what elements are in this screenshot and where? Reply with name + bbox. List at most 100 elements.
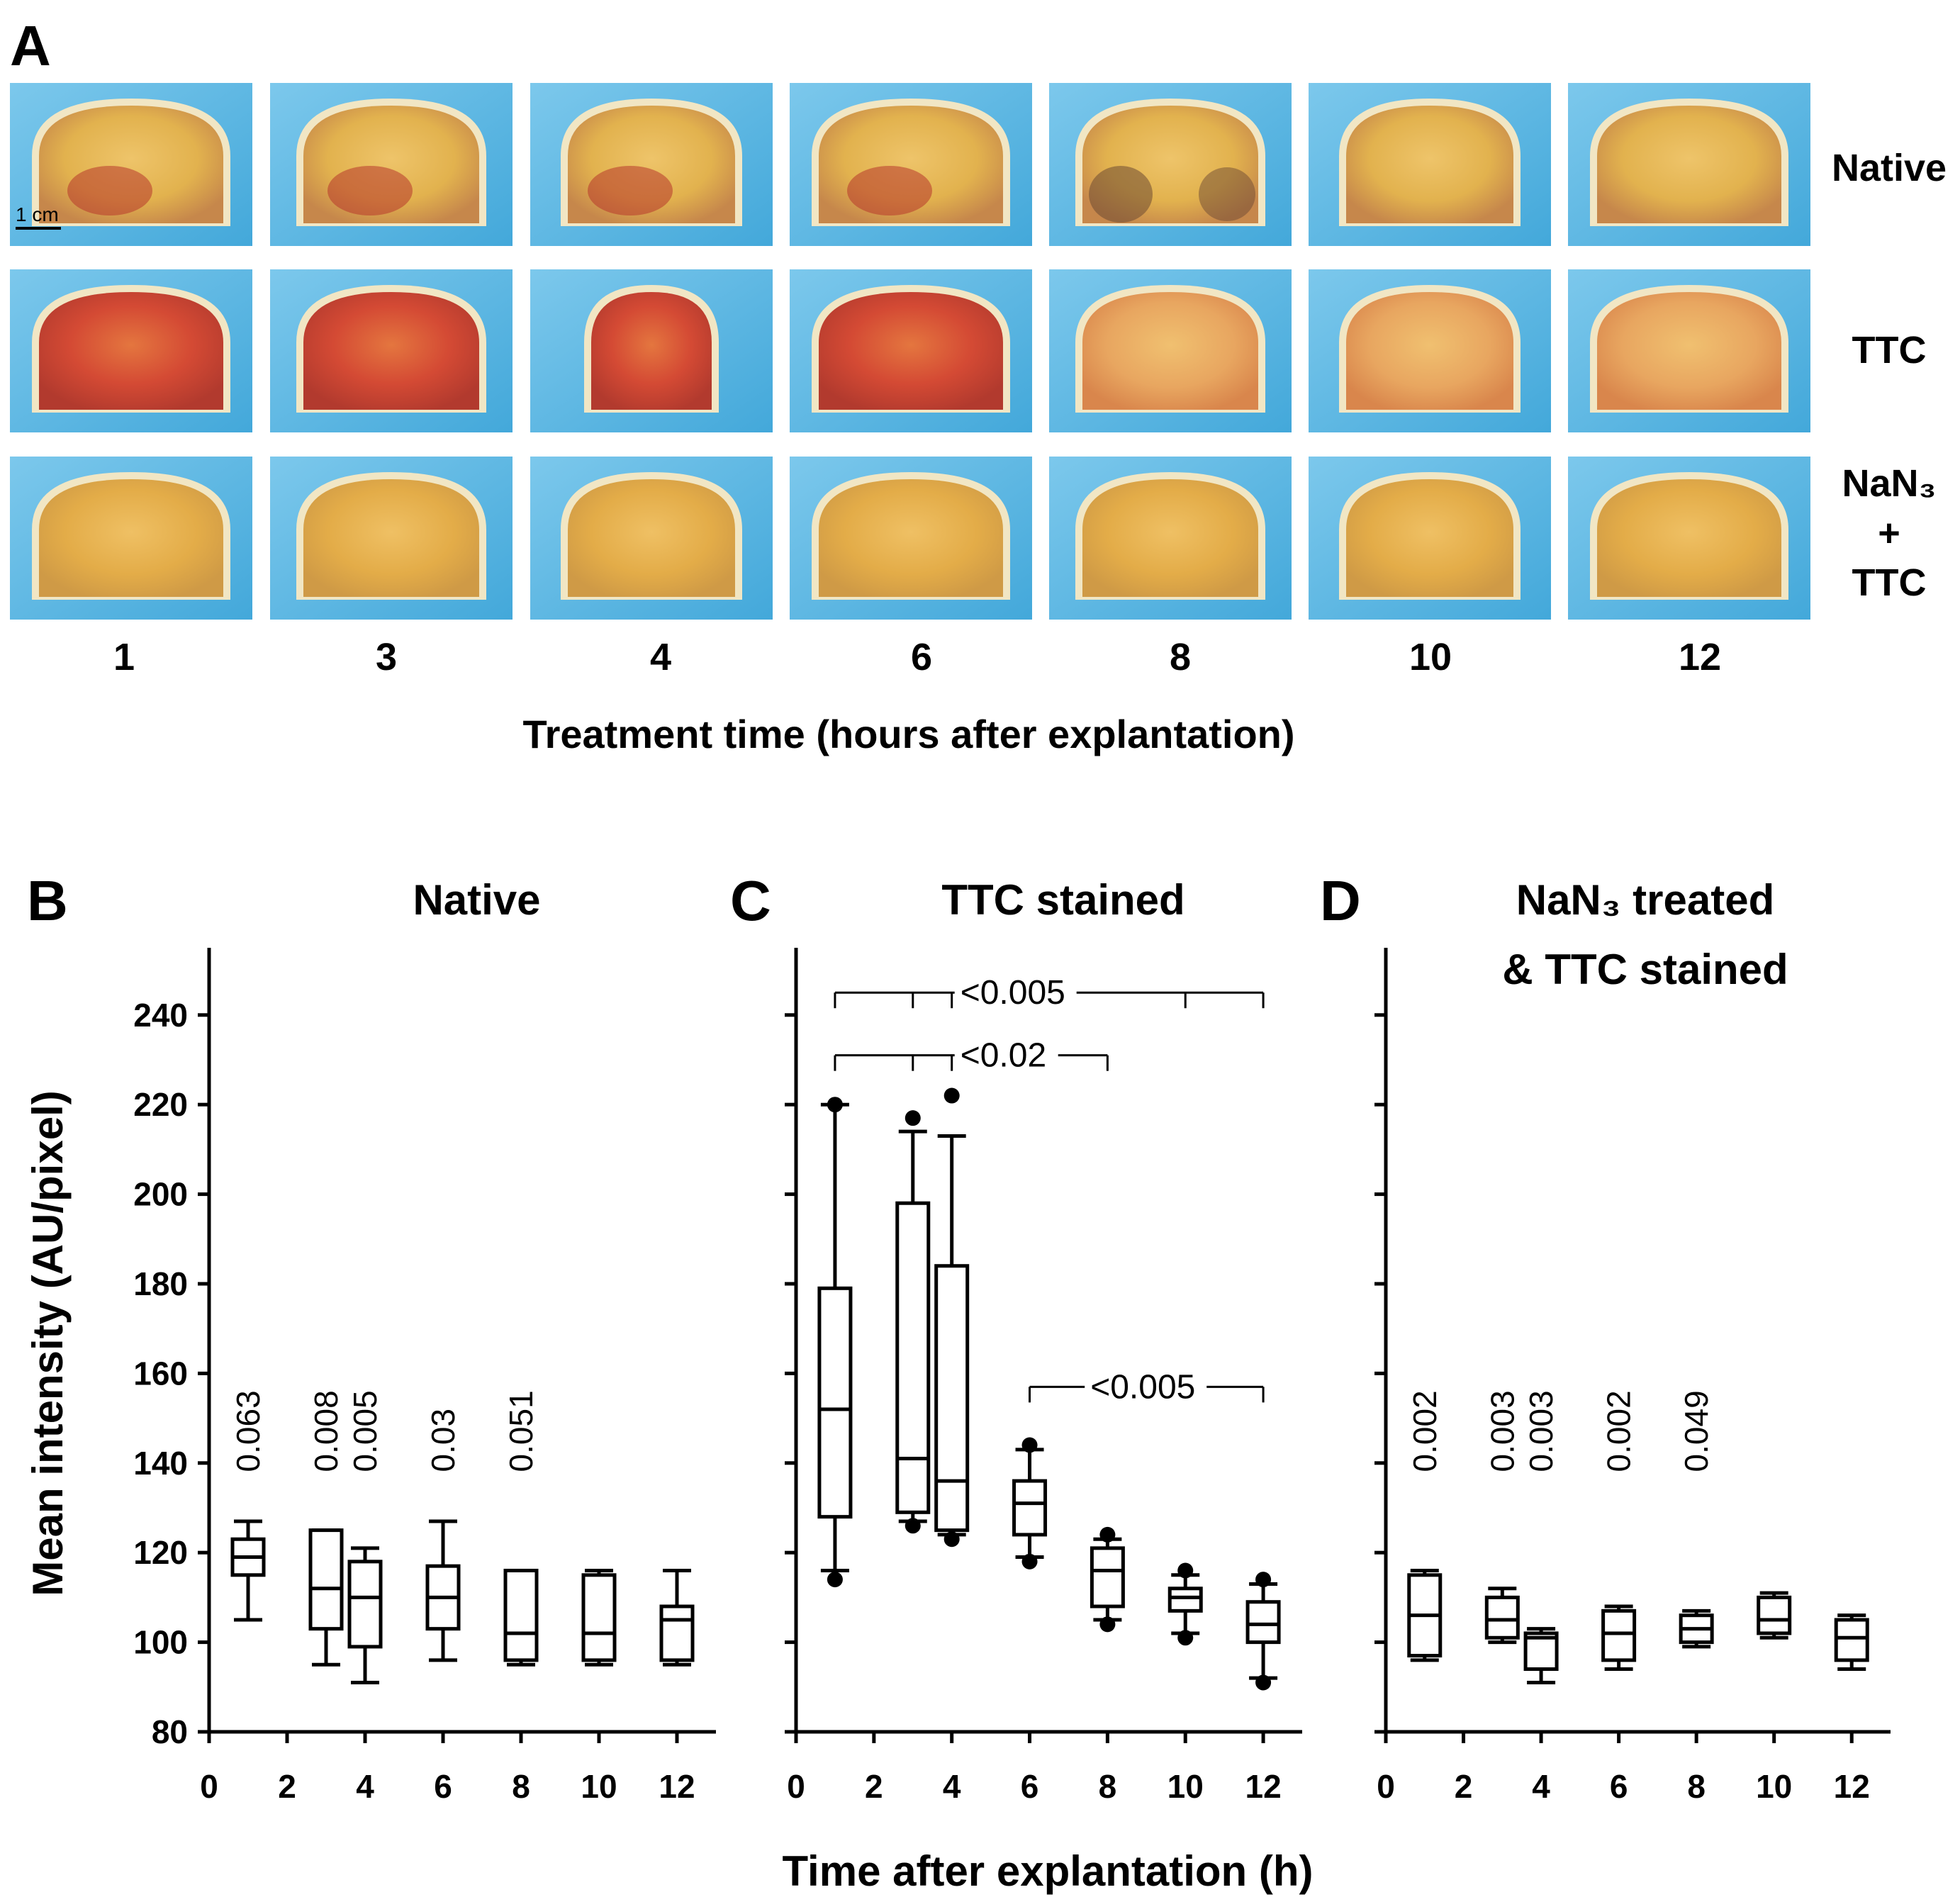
box-t8 — [1090, 1526, 1125, 1633]
photo-nan3-4 — [1049, 457, 1292, 620]
x-tick-label: 2 — [865, 1768, 883, 1805]
x-tick-label: 12 — [659, 1768, 695, 1805]
box-iqr — [347, 1560, 383, 1649]
x-tick-label: 2 — [278, 1768, 296, 1805]
box-iqr — [1484, 1595, 1520, 1640]
outlier-point — [827, 1097, 843, 1113]
box-t10 — [1167, 1562, 1203, 1646]
outlier-point — [1177, 1630, 1194, 1646]
box-iqr — [1090, 1546, 1125, 1608]
outlier-point — [1021, 1437, 1038, 1453]
box-iqr — [934, 1264, 970, 1533]
p-value-label: 0.03 — [425, 1409, 461, 1472]
box-t3 — [308, 1528, 344, 1667]
significance-bracket: <0.02 — [834, 1037, 1109, 1075]
box-t8 — [1679, 1608, 1714, 1649]
x-tick-label: 10 — [1756, 1768, 1792, 1805]
chart-d: D NaN₃ treated & TTC stained 0 2 4 6 8 10 12 0.002… — [1320, 869, 1891, 1805]
box-t4 — [934, 1087, 970, 1548]
box-t4 — [347, 1546, 383, 1684]
bracket-label: <0.005 — [1090, 1368, 1195, 1406]
outlier-point — [905, 1110, 921, 1126]
time-label-1: 1 — [113, 636, 135, 678]
time-label-8: 8 — [1170, 636, 1191, 678]
photo-grid — [10, 83, 1810, 620]
photo-nan3-5 — [1309, 457, 1551, 620]
x-tick-label: 12 — [1245, 1768, 1281, 1805]
panel-letter-a: A — [10, 14, 51, 77]
p-value-label: 0.002 — [1601, 1390, 1637, 1472]
outlier-point — [905, 1518, 921, 1534]
y-tick-label: 240 — [133, 997, 188, 1034]
box-t6 — [425, 1519, 461, 1662]
x-axis-label: Time after explantation (h) — [782, 1847, 1313, 1895]
photo-ttc-0 — [10, 269, 252, 432]
box-iqr — [308, 1528, 344, 1631]
outlier-point — [943, 1087, 960, 1104]
box-t3 — [895, 1110, 931, 1534]
photo-ttc-4 — [1049, 269, 1292, 432]
time-label-4: 4 — [650, 636, 671, 678]
x-tick-label: 10 — [1167, 1768, 1204, 1805]
photo-nan3-6 — [1568, 457, 1810, 620]
panel-letter-d: D — [1320, 869, 1361, 932]
y-axis-label: Mean intensity (AU/pixel) — [24, 1090, 72, 1596]
scale-bar: 1 cm — [16, 203, 61, 230]
p-value-label: 0.051 — [503, 1390, 539, 1472]
bracket-label: <0.02 — [961, 1037, 1046, 1075]
y-tick-label: 80 — [152, 1713, 188, 1750]
box-t10 — [581, 1568, 617, 1667]
significance-bracket: <0.005 — [1029, 1368, 1265, 1406]
row-label-nan3: NaN₃ — [1842, 462, 1937, 505]
chart-c: C TTC stained 0 2 4 6 8 10 12 <0.005 <0.02 <0.005 — [730, 869, 1302, 1805]
p-value-label: 0.003 — [1484, 1390, 1521, 1472]
time-label-12: 12 — [1679, 636, 1721, 678]
p-value-label: 0.003 — [1523, 1390, 1559, 1472]
x-tick-label: 0 — [787, 1768, 805, 1805]
y-tick-label: 140 — [133, 1445, 188, 1482]
y-tick-label: 180 — [133, 1265, 188, 1302]
y-tick-label: 120 — [133, 1534, 188, 1571]
photo-nan3-2 — [530, 457, 773, 620]
p-value-label: 0.008 — [308, 1390, 345, 1472]
box-t12 — [659, 1568, 695, 1667]
photo-ttc-1 — [270, 269, 513, 432]
row-label-ttc: TTC — [1852, 329, 1927, 371]
photo-nan3-3 — [790, 457, 1032, 620]
p-value-label: 0.002 — [1406, 1390, 1443, 1472]
x-tick-label: 12 — [1834, 1768, 1870, 1805]
chart-title-line-1: & TTC stained — [1502, 946, 1788, 993]
chart-b: B Native 80 100 120 140 160 180 200 220 240 0 2 4 6 8 10… — [27, 869, 716, 1805]
box-iqr — [1245, 1600, 1281, 1645]
box-iqr — [1834, 1618, 1869, 1662]
y-tick-label: 200 — [133, 1176, 188, 1213]
panel-letter-c: C — [730, 869, 771, 932]
x-tick-label: 6 — [1610, 1768, 1628, 1805]
photo-native-5 — [1309, 83, 1551, 246]
x-tick-label: 6 — [1021, 1768, 1039, 1805]
photo-native-4 — [1049, 83, 1292, 246]
box-iqr — [581, 1573, 617, 1662]
photo-nan3-0 — [10, 457, 252, 620]
y-tick-label: 160 — [133, 1355, 188, 1392]
p-value-label: 0.063 — [230, 1390, 267, 1472]
time-label-3: 3 — [376, 636, 397, 678]
box-t8 — [503, 1568, 539, 1667]
box-t1 — [230, 1519, 266, 1622]
scale-bar-label: 1 cm — [16, 203, 59, 225]
chart-title-c: TTC stained — [941, 876, 1185, 924]
box-iqr — [1012, 1479, 1048, 1537]
y-tick-label: 100 — [133, 1624, 188, 1661]
y-tick-label: 220 — [133, 1086, 188, 1123]
row-label-ttc-2: TTC — [1852, 561, 1927, 604]
p-value-label: 0.005 — [347, 1390, 383, 1472]
box-t3 — [1484, 1587, 1520, 1645]
outlier-point — [827, 1572, 843, 1588]
x-tick-label: 8 — [512, 1768, 530, 1805]
x-tick-label: 8 — [1099, 1768, 1117, 1805]
box-t6 — [1601, 1604, 1637, 1672]
row-label-native: Native — [1832, 147, 1947, 189]
photo-native-1 — [270, 83, 513, 246]
box-t12 — [1245, 1572, 1281, 1691]
